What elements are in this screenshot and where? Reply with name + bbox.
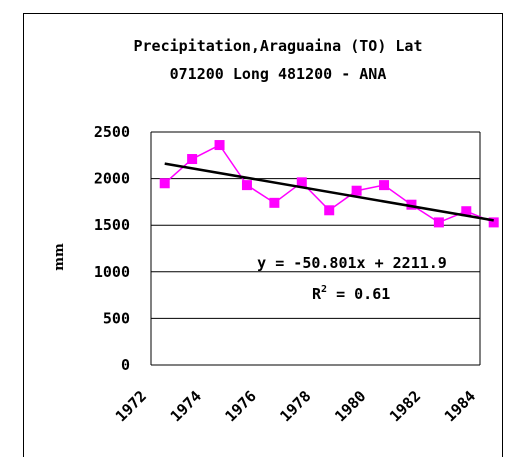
chart-title-line2: 071200 Long 481200 - ANA [170,65,387,83]
data-point-1982 [406,199,417,210]
y-tick-label-2500: 2500 [94,123,130,141]
x-tick-label-1984: 1984 [441,387,479,425]
r-squared-superscript: 2 [321,284,327,295]
r-squared-annotation: R2 = 0.61 [312,284,390,303]
data-point-1984 [461,206,472,217]
x-tick-label-1978: 1978 [276,387,314,425]
x-tick-label-1972: 1972 [112,387,150,425]
x-tick-label-1980: 1980 [331,387,369,425]
chart-frame [23,13,503,457]
r-squared-value: = 0.61 [327,285,390,303]
data-point-1974 [187,154,198,165]
data-point-1975 [214,140,225,151]
x-axis-ticks: 1972 1974 1976 1978 1980 1982 1984 [112,387,479,425]
chart-title-line1: Precipitation,Araguaina (TO) Lat [134,37,423,55]
y-tick-label-2000: 2000 [94,170,130,188]
y-tick-label-0: 0 [121,356,130,374]
data-point-1973 [159,178,170,189]
data-point-1983 [433,217,444,228]
trendline-equation: y = -50.801x + 2211.9 [257,254,447,272]
y-tick-label-1000: 1000 [94,263,130,281]
data-point-1985 [488,217,499,228]
x-tick-label-1974: 1974 [167,387,205,425]
x-tick-label-1982: 1982 [386,387,424,425]
y-axis-label: mm [52,243,67,271]
data-point-1978 [296,177,307,188]
r-squared-symbol: R [312,285,322,303]
y-tick-label-500: 500 [103,309,130,327]
data-point-1976 [241,180,252,191]
linear-trendline [164,162,494,222]
data-point-1977 [269,197,280,208]
x-tick-label-1976: 1976 [222,387,260,425]
gridlines [150,131,481,366]
trendline-group [164,162,494,222]
y-axis-ticks: 0 500 1000 1500 2000 2500 [94,123,130,374]
data-point-1980 [351,185,362,196]
data-point-1981 [379,180,390,191]
series-group [159,140,499,228]
y-tick-label-1500: 1500 [94,216,130,234]
data-point-1979 [324,205,335,216]
